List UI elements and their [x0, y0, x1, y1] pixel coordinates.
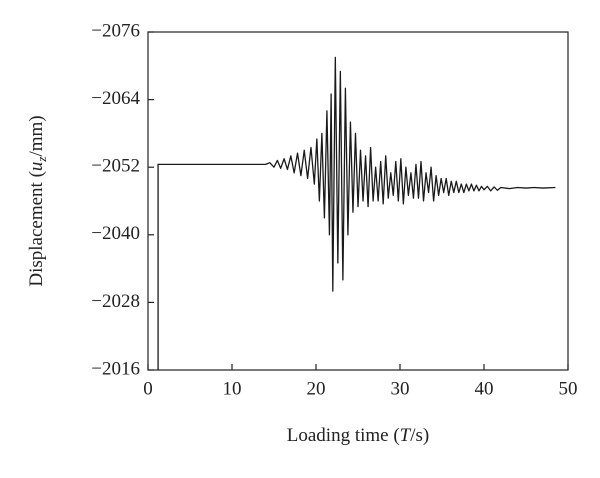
y-tick-label: −2064	[91, 88, 140, 109]
y-axis-label: Displacement (uz/mm)	[26, 115, 49, 286]
x-tick-label: 20	[307, 378, 326, 399]
x-tick-label: 10	[223, 378, 242, 399]
y-tick-label: −2040	[91, 223, 140, 244]
y-tick-label: −2076	[91, 20, 140, 41]
y-tick-label: −2028	[91, 291, 140, 312]
y-tick-label: −2052	[91, 156, 140, 177]
x-tick-label: 50	[559, 378, 578, 399]
plot-frame	[147, 31, 569, 371]
data-line	[157, 56, 556, 370]
x-tick-label: 30	[391, 378, 410, 399]
y-tick-label: −2016	[91, 358, 140, 379]
x-tick-label: 0	[143, 378, 153, 399]
x-tick-label: 40	[475, 378, 494, 399]
x-axis-label: Loading time (T/s)	[287, 425, 430, 446]
